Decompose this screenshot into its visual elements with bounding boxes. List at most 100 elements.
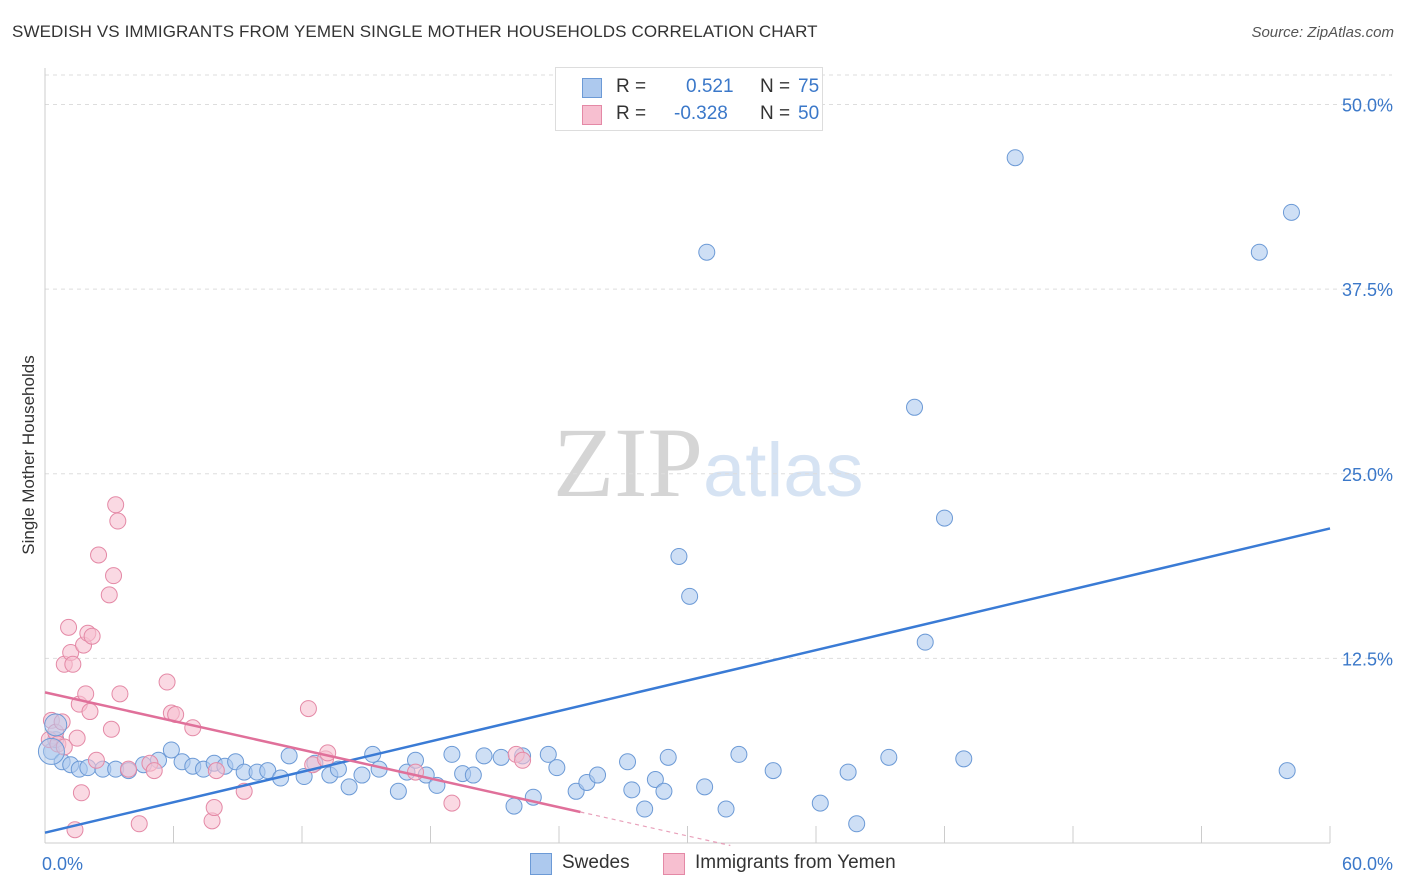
point-swedes (730, 745, 748, 763)
point-swedes (162, 741, 180, 759)
point-swedes (646, 770, 664, 788)
point-swedes (936, 509, 953, 527)
point-swedes (1278, 762, 1296, 780)
point-swedes (475, 747, 493, 765)
point-swedes (839, 763, 857, 781)
point-swedes (340, 778, 358, 796)
legend-n-label: N = (760, 76, 791, 97)
point-swedes (589, 766, 607, 784)
watermark-zip: ZIP (553, 407, 703, 518)
point-swedes-cluster (37, 737, 65, 765)
trend-line-yemen (44, 691, 581, 814)
legend-n-value: 50 (798, 103, 820, 124)
trend-extension-yemen (580, 811, 731, 847)
y-tick-label: 50.0% (1342, 96, 1393, 116)
point-swedes (764, 762, 782, 780)
correlation-legend: R = 0.521 N = 75 R = -0.328 N = 50 (555, 67, 823, 131)
point-swedes (464, 766, 482, 784)
point-swedes (696, 778, 714, 796)
x-tick-label: 0.0% (42, 854, 83, 874)
series-swatch-swedes (530, 853, 552, 875)
point-swedes (353, 766, 371, 784)
legend-r-value: -0.328 (674, 103, 728, 124)
point-swedes (811, 794, 829, 812)
data-points (37, 149, 1300, 839)
point-yemen (83, 627, 101, 645)
point-swedes (717, 800, 735, 818)
point-swedes-cluster (44, 713, 68, 737)
point-yemen (81, 703, 99, 721)
point-yemen (90, 546, 108, 564)
legend-r-label: R = (616, 103, 647, 124)
source-credit: Source: ZipAtlas.com (1251, 24, 1394, 41)
series-label-yemen: Immigrants from Yemen (695, 852, 896, 873)
legend-r-value: 0.521 (686, 76, 734, 97)
point-swedes (916, 633, 934, 651)
point-yemen (130, 815, 148, 833)
series-swatch-yemen (663, 853, 685, 875)
point-swedes (492, 748, 510, 766)
point-swedes (548, 759, 566, 777)
point-swedes (389, 782, 407, 800)
watermark: ZIPatlas (553, 405, 864, 520)
point-swedes (955, 750, 973, 768)
point-yemen (100, 586, 118, 604)
point-yemen (158, 673, 176, 691)
point-yemen (105, 567, 123, 585)
legend-swatch-yemen (582, 105, 602, 125)
point-yemen (60, 618, 78, 636)
point-yemen (443, 794, 461, 812)
point-swedes (698, 243, 716, 261)
point-swedes (659, 748, 677, 766)
point-yemen (64, 655, 82, 673)
watermark-atlas: atlas (703, 428, 864, 513)
point-swedes (636, 800, 654, 818)
point-swedes (1006, 149, 1024, 167)
y-tick-label: 25.0% (1342, 465, 1393, 485)
point-swedes (670, 547, 688, 565)
x-tick-label: 60.0% (1342, 854, 1393, 874)
point-yemen (514, 751, 532, 769)
point-swedes (655, 782, 673, 800)
legend-n-value: 75 (798, 76, 820, 97)
legend-n-label: N = (760, 103, 791, 124)
y-tick-label: 12.5% (1342, 649, 1393, 669)
point-yemen (72, 784, 90, 802)
y-axis-label: Single Mother Households (19, 355, 38, 554)
y-tick-label: 37.5% (1342, 280, 1393, 300)
legend-swatch-swedes (582, 78, 602, 98)
point-swedes (443, 745, 461, 763)
point-swedes (681, 587, 699, 605)
point-swedes (1282, 203, 1300, 221)
tick-labels: 12.5% 25.0% 37.5% 50.0% 0.0% 60.0% (42, 96, 1393, 874)
point-swedes (619, 753, 637, 771)
series-label-swedes: Swedes (562, 852, 630, 873)
trend-lines (44, 527, 1331, 847)
point-swedes (259, 762, 277, 780)
point-yemen (107, 496, 125, 514)
point-yemen (407, 763, 425, 781)
point-yemen (111, 685, 129, 703)
point-yemen (120, 760, 138, 778)
trend-line-swedes (44, 527, 1331, 834)
grid (45, 74, 1392, 659)
chart-title: SWEDISH VS IMMIGRANTS FROM YEMEN SINGLE … (12, 22, 818, 41)
point-yemen (205, 799, 223, 817)
point-yemen (145, 762, 163, 780)
point-yemen (68, 729, 86, 747)
point-swedes (906, 398, 924, 416)
point-yemen (87, 751, 105, 769)
point-swedes (1250, 243, 1268, 261)
legend-r-label: R = (616, 76, 647, 97)
point-swedes (280, 747, 298, 765)
point-yemen (207, 762, 225, 780)
point-yemen (109, 512, 127, 530)
point-swedes (880, 748, 898, 766)
point-swedes (848, 815, 866, 833)
point-yemen (299, 700, 317, 718)
point-swedes (505, 797, 523, 815)
point-swedes (539, 745, 557, 763)
axes (44, 68, 1331, 844)
point-yemen (319, 744, 337, 762)
